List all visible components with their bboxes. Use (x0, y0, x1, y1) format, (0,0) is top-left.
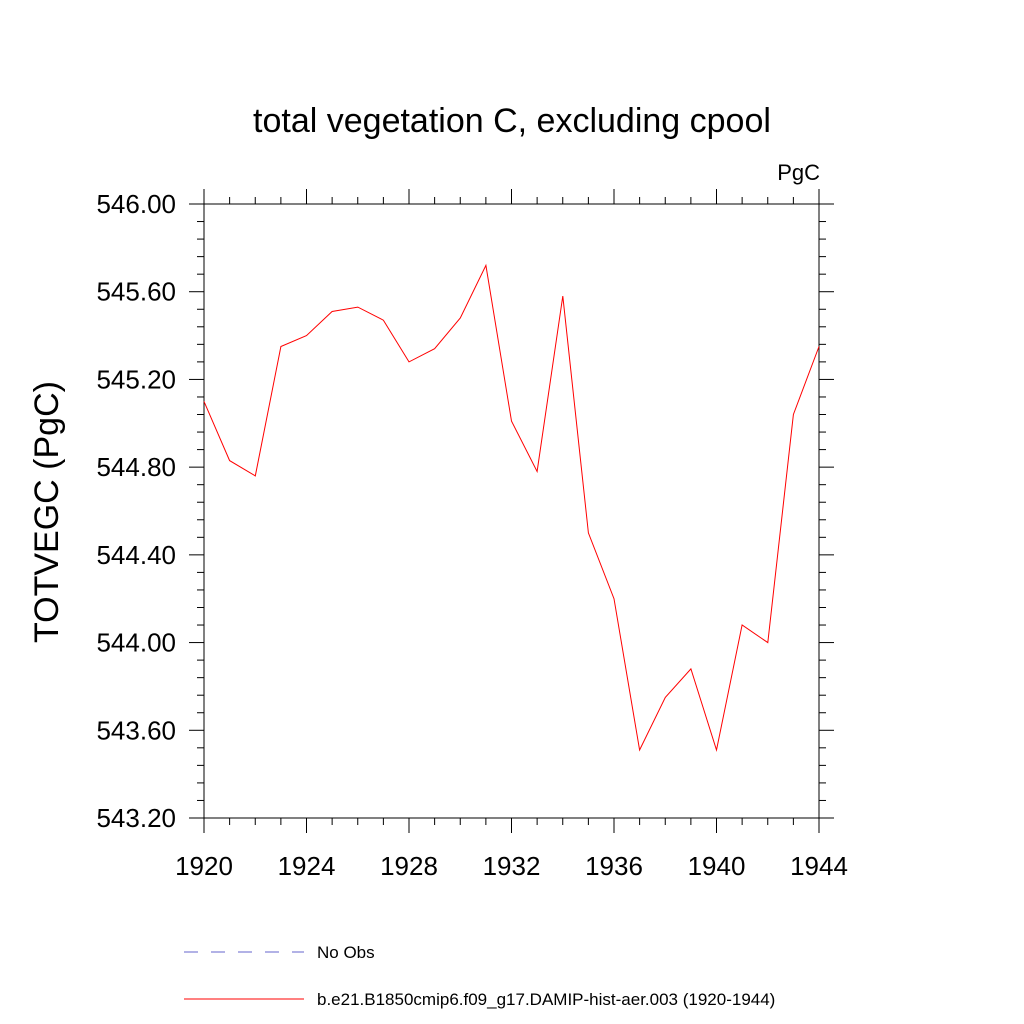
x-tick-label: 1932 (483, 851, 541, 881)
axis-ticks: 543.20 543.60 544.00 544.40 544.80 545.20 545.… (96, 189, 848, 881)
x-tick-label: 1936 (585, 851, 643, 881)
units-label: PgC (777, 160, 820, 185)
x-tick-label: 1920 (175, 851, 233, 881)
y-tick-label: 543.20 (96, 803, 176, 833)
y-axis-label: TOTVEGC (PgC) (28, 381, 66, 643)
legend-label: b.e21.B1850cmip6.f09_g17.DAMIP-hist-aer.… (317, 990, 775, 1009)
y-tick-label: 545.20 (96, 364, 176, 394)
x-tick-label: 1924 (278, 851, 336, 881)
y-tick-label: 545.60 (96, 277, 176, 307)
plot-frame (203, 203, 820, 819)
legend: No Obs b.e21.B1850cmip6.f09_g17.DAMIP-his… (184, 943, 775, 1009)
series-layer (203, 263, 820, 752)
x-tick-label: 1928 (380, 851, 438, 881)
chart-title: total vegetation C, excluding cpool (253, 102, 771, 140)
x-tick-label: 1944 (790, 851, 848, 881)
y-tick-label: 544.80 (96, 452, 176, 482)
legend-label: No Obs (317, 943, 375, 962)
y-tick-label: 544.40 (96, 540, 176, 570)
y-tick-label: 544.00 (96, 628, 176, 658)
y-tick-label: 543.60 (96, 715, 176, 745)
series-line (203, 263, 820, 752)
y-tick-label: 546.00 (96, 189, 176, 219)
x-tick-label: 1940 (688, 851, 746, 881)
